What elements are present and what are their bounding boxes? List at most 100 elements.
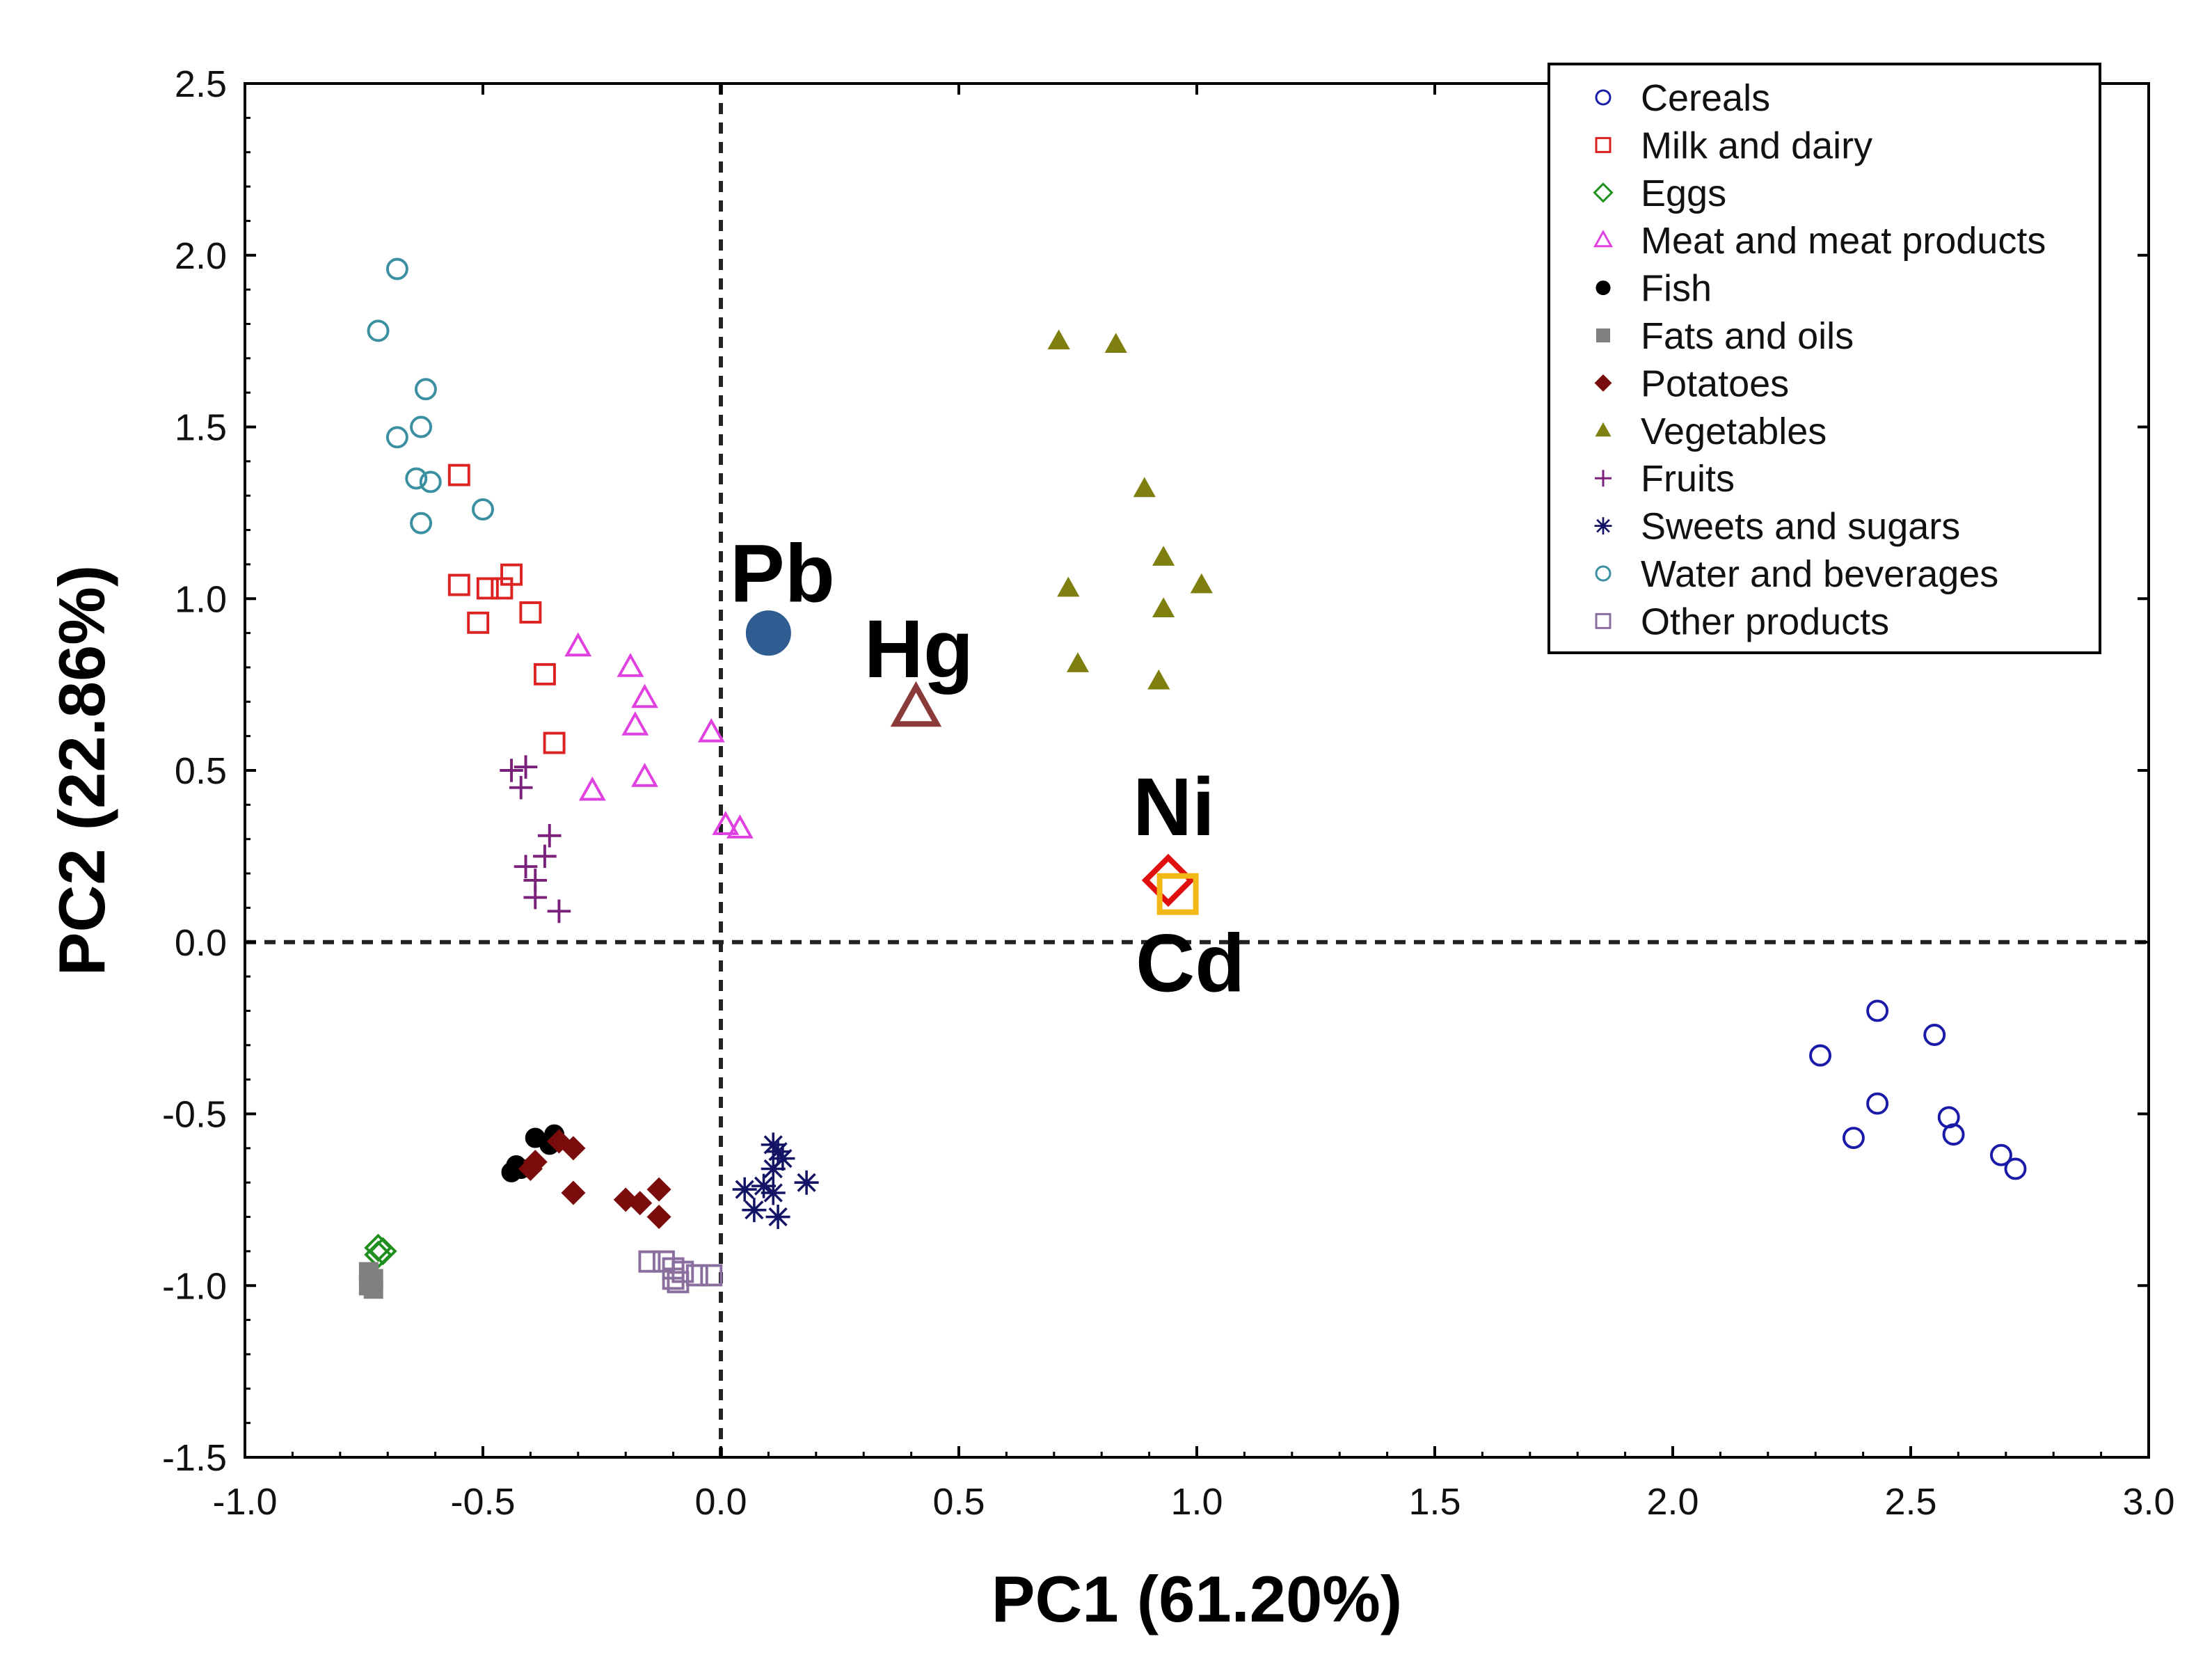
data-point [1809,1044,1832,1067]
legend-marker [1595,470,1612,487]
loading-hg: Hg [864,603,973,727]
data-point [514,855,538,878]
data-point [1047,329,1070,350]
data-point [621,711,649,736]
loading-cd: Cd [1136,873,1245,1010]
legend-marker [1595,136,1612,153]
x-tick-label: 2.5 [1884,1481,1936,1523]
data-point [410,415,433,438]
data-point [491,577,514,600]
data-point [1923,1024,1946,1046]
data-point [509,775,533,800]
data-point [1842,1127,1865,1150]
legend-item: Eggs [1593,173,1726,214]
legend-label: Meat and meat products [1641,220,2046,262]
data-point [518,1156,543,1181]
x-tick-label: 2.0 [1646,1481,1698,1523]
legend-item: Water and beverages [1595,553,1998,595]
series-vegetables [1047,329,1213,690]
legend-marker [1594,517,1612,535]
plot-frame [244,82,2150,1459]
data-point [367,319,390,342]
data-point [1057,576,1080,597]
legend-label: Fats and oils [1641,315,1854,357]
data-point [667,1271,690,1294]
data-point [578,776,606,801]
legend-label: Eggs [1641,173,1726,214]
data-point [561,1136,586,1161]
y-tick-label: -1.5 [162,1437,227,1479]
series-fats-and-oils [358,1262,383,1299]
legend-marker [1594,374,1612,392]
legend-item: Sweets and sugars [1594,506,1960,548]
data-points [358,257,2027,1299]
data-point [1104,333,1127,353]
legend-item: Milk and dairy [1595,125,1872,166]
y-tick-label: 2.5 [175,63,227,105]
data-point [700,1264,723,1287]
legend-label: Sweets and sugars [1641,506,1960,548]
series-fruits [500,755,571,924]
legend-marker [1595,422,1612,437]
data-point [646,1205,671,1230]
data-point [364,1233,392,1262]
data-point [514,755,538,779]
data-point [472,498,494,521]
data-point [732,1177,757,1202]
data-point [385,426,408,449]
data-point [363,1279,383,1299]
legend-item: Fats and oils [1596,315,1854,357]
data-point [765,1139,790,1164]
legend-label: Potatoes [1641,363,1789,404]
y-tick-label: -0.5 [162,1094,227,1136]
data-point [1866,1092,1889,1115]
data-point [628,1191,653,1216]
data-point [1866,999,1889,1022]
legend-item: Vegetables [1595,411,1827,452]
loading-label: Hg [864,603,973,695]
loading-pb: Pb [730,528,835,656]
data-point [631,763,659,787]
x-tick-label: 1.0 [1170,1481,1223,1523]
data-point [410,512,433,534]
series-milk-and-dairy [447,463,566,754]
data-point [1152,597,1175,617]
data-point [533,663,556,686]
legend-item: Fish [1596,268,1712,310]
data-point [1942,1123,1965,1146]
data-point [1152,546,1175,566]
legend-box [1547,63,2101,654]
series-potatoes [518,1129,671,1230]
legend-marker [1593,230,1614,248]
data-point [1147,669,1170,690]
x-tick-label: -1.0 [212,1481,277,1523]
metal-loadings: Pb Hg Ni Cd [730,528,1245,1010]
loading-label: Cd [1136,918,1245,1010]
data-point [712,811,740,835]
data-point [616,653,644,677]
data-point [537,823,562,848]
data-point [1066,652,1090,672]
data-point [467,611,490,634]
data-point [405,467,428,490]
legend-label: Fish [1641,268,1712,310]
data-point [385,257,408,280]
series-meat-and-meat-products [564,632,754,839]
data-point [2004,1157,2027,1180]
y-tick-label: 0.5 [175,750,227,792]
legend-item: Cereals [1595,77,1770,119]
legend-item: Fruits [1595,458,1735,500]
data-point [547,899,571,924]
data-point [533,844,557,869]
y-tick-label: 2.0 [175,235,227,277]
y-tick-label: 1.0 [175,578,227,620]
data-point [761,1132,786,1157]
loading-ni: Ni [1133,761,1215,908]
legend-label: Other products [1641,601,1889,642]
data-point [697,718,725,743]
loading-marker [1156,873,1199,915]
data-point [726,814,754,839]
data-point [638,1250,661,1273]
data-point [761,1180,786,1205]
